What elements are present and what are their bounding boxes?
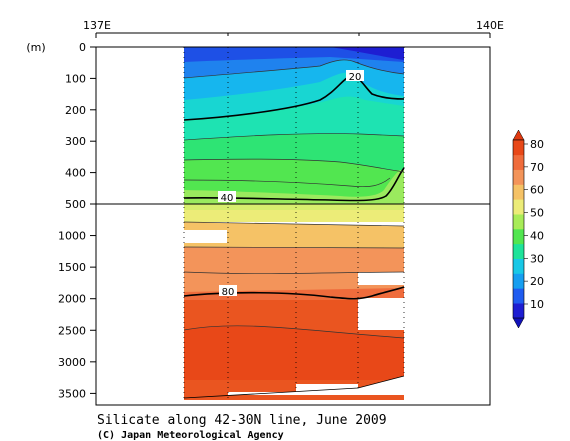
contour-label-80: 80 bbox=[222, 287, 235, 298]
contour-line-thin-6 bbox=[183, 246, 405, 249]
station-lines bbox=[183, 47, 405, 398]
colorbar-segment bbox=[513, 154, 524, 170]
band-deep bbox=[184, 325, 404, 380]
y-tick-label: 2000 bbox=[58, 293, 86, 306]
colorbar-segment bbox=[513, 288, 524, 304]
y-tick-label: 200 bbox=[65, 104, 86, 117]
band-10 bbox=[184, 47, 404, 62]
y-tick-label: 500 bbox=[65, 198, 86, 211]
y-tick-label: 100 bbox=[65, 72, 86, 85]
contour-labels: 20 40 80 bbox=[218, 70, 364, 298]
y-tick-label: 1000 bbox=[58, 230, 86, 243]
colorbar-segment bbox=[513, 303, 524, 319]
contour-line-thin-1 bbox=[183, 59, 405, 79]
top-axis: 137E 140E bbox=[83, 19, 504, 38]
colorbar-segment bbox=[513, 169, 524, 185]
colorbar-label: 70 bbox=[530, 161, 544, 174]
contour-line-thin-8 bbox=[183, 325, 405, 339]
colorbar-label: 40 bbox=[530, 229, 544, 242]
contour-line-thin-2 bbox=[183, 133, 405, 141]
colorbar-low-arrow bbox=[512, 317, 525, 329]
upper-section-fill bbox=[183, 47, 405, 204]
x-tick-137e: 137E bbox=[83, 19, 111, 32]
band-5 bbox=[330, 47, 404, 60]
y-axis-ticks: 0 100 200 300 400 500 1000 1500 2000 2500 3000 3500 bbox=[58, 41, 96, 400]
band-75 bbox=[184, 247, 404, 292]
colorbar-segment bbox=[513, 243, 524, 259]
contour-label-40: 40 bbox=[221, 193, 234, 204]
x-tick-140e: 140E bbox=[476, 19, 504, 32]
credit-text: (C) Japan Meteorological Agency bbox=[97, 429, 284, 441]
no-data-left bbox=[184, 230, 227, 243]
colorbar-segment bbox=[513, 184, 524, 200]
y-tick-label: 3000 bbox=[58, 356, 86, 369]
contour-line-80 bbox=[183, 286, 405, 300]
colorbar-segment bbox=[513, 258, 524, 274]
colorbar-label: 20 bbox=[530, 275, 544, 288]
colorbar-label: 60 bbox=[530, 184, 544, 197]
contour-line-thin-4 bbox=[183, 177, 391, 188]
y-tick-label: 300 bbox=[65, 135, 86, 148]
contour-label-20: 20 bbox=[349, 72, 362, 83]
contour-line-thin-3 bbox=[183, 158, 405, 173]
y-tick-label: 1500 bbox=[58, 261, 86, 274]
colorbar-high-arrow bbox=[512, 129, 525, 141]
no-data-right-2 bbox=[358, 298, 404, 330]
no-data-right-1 bbox=[358, 272, 404, 285]
band-65 bbox=[184, 222, 404, 248]
y-tick-label: 3500 bbox=[58, 387, 86, 400]
colorbar-segment bbox=[513, 273, 524, 289]
lower-section-fill bbox=[183, 204, 405, 400]
colorbar: 10 20 30 40 50 60 70 80 bbox=[512, 129, 544, 329]
colorbar-segment bbox=[513, 214, 524, 230]
colorbar-label: 30 bbox=[530, 252, 544, 265]
colorbar-segment bbox=[513, 140, 524, 156]
y-tick-label: 400 bbox=[65, 167, 86, 180]
colorbar-segment bbox=[513, 199, 524, 215]
chart-title: Silicate along 42-30N line, June 2009 bbox=[97, 413, 387, 428]
colorbar-frame bbox=[512, 139, 525, 319]
colorbar-segment bbox=[513, 229, 524, 245]
y-tick-label: 2500 bbox=[58, 324, 86, 337]
y-axis-unit-label: (m) bbox=[26, 41, 45, 54]
contour-line-thin-7 bbox=[183, 271, 405, 274]
y-tick-label: 0 bbox=[79, 41, 86, 54]
plot-frame bbox=[95, 46, 491, 406]
contour-line-thin-5 bbox=[183, 221, 405, 227]
no-data-bottom bbox=[184, 376, 404, 395]
colorbar-label: 10 bbox=[530, 298, 544, 311]
colorbar-label: 50 bbox=[530, 207, 544, 220]
colorbar-label: 80 bbox=[530, 138, 544, 151]
